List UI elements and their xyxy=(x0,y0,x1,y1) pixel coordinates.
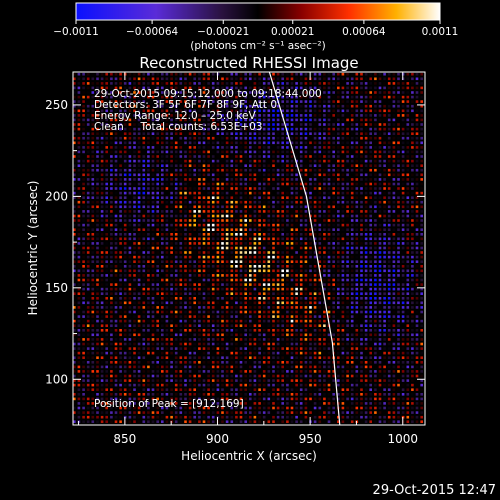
y-tick-label: 200 xyxy=(45,189,68,203)
annotation-clean-counts: Clean Total counts: 6.53E+03 xyxy=(94,121,263,133)
annotation-peak-position: Position of Peak = [912,169] xyxy=(94,398,244,410)
annotation-time-range: 29-Oct-2015 09:15:12.000 to 09:18:44.000 xyxy=(94,88,322,100)
colorbar xyxy=(75,2,441,21)
annotation-energy-range: Energy Range: 12.0 – 25.0 keV xyxy=(94,110,256,122)
x-tick-label: 950 xyxy=(299,432,322,446)
annotation-block: 29-Oct-2015 09:15:12.000 to 09:18:44.000… xyxy=(94,88,322,410)
x-tick-label: 850 xyxy=(113,432,136,446)
colorbar-unit-label: (photons cm⁻² s⁻¹ asec⁻²) xyxy=(190,40,325,52)
colorbar-tick-label: −0.00021 xyxy=(197,26,249,38)
colorbar-tick-label: −0.00064 xyxy=(126,26,179,38)
y-tick-label: 100 xyxy=(45,372,68,386)
annotation-detectors: Detectors: 3F 5F 6F 7F 8F 9F, Att 0 xyxy=(94,99,277,111)
plot-frame xyxy=(72,71,426,426)
y-tick-label: 250 xyxy=(45,98,68,112)
heatmap-image xyxy=(73,72,423,423)
footer-timestamp: 29-Oct-2015 12:47 xyxy=(373,483,496,498)
solar-limb-line xyxy=(268,72,341,425)
y-tick-label: 150 xyxy=(45,281,68,295)
chart-title: Reconstructed RHESSI Image xyxy=(139,54,358,72)
x-axis-label: Heliocentric X (arcsec) xyxy=(181,449,317,463)
colorbar-tick-label: 0.00064 xyxy=(342,26,386,38)
x-tick-label: 1000 xyxy=(387,432,418,446)
y-axis-label: Heliocentric Y (arcsec) xyxy=(26,181,40,316)
colorbar-tick-label: 0.0011 xyxy=(422,26,459,38)
x-tick-label: 900 xyxy=(206,432,229,446)
colorbar-tick-label: 0.00021 xyxy=(271,26,314,38)
colorbar-tick-label: −0.0011 xyxy=(53,26,99,38)
colorbar-ticks: −0.0011 −0.00064 −0.00021 0.00021 0.00064 0.0… xyxy=(53,20,458,38)
axis-ticks: 850 900 950 1000 100 150 200 250 xyxy=(45,72,425,446)
